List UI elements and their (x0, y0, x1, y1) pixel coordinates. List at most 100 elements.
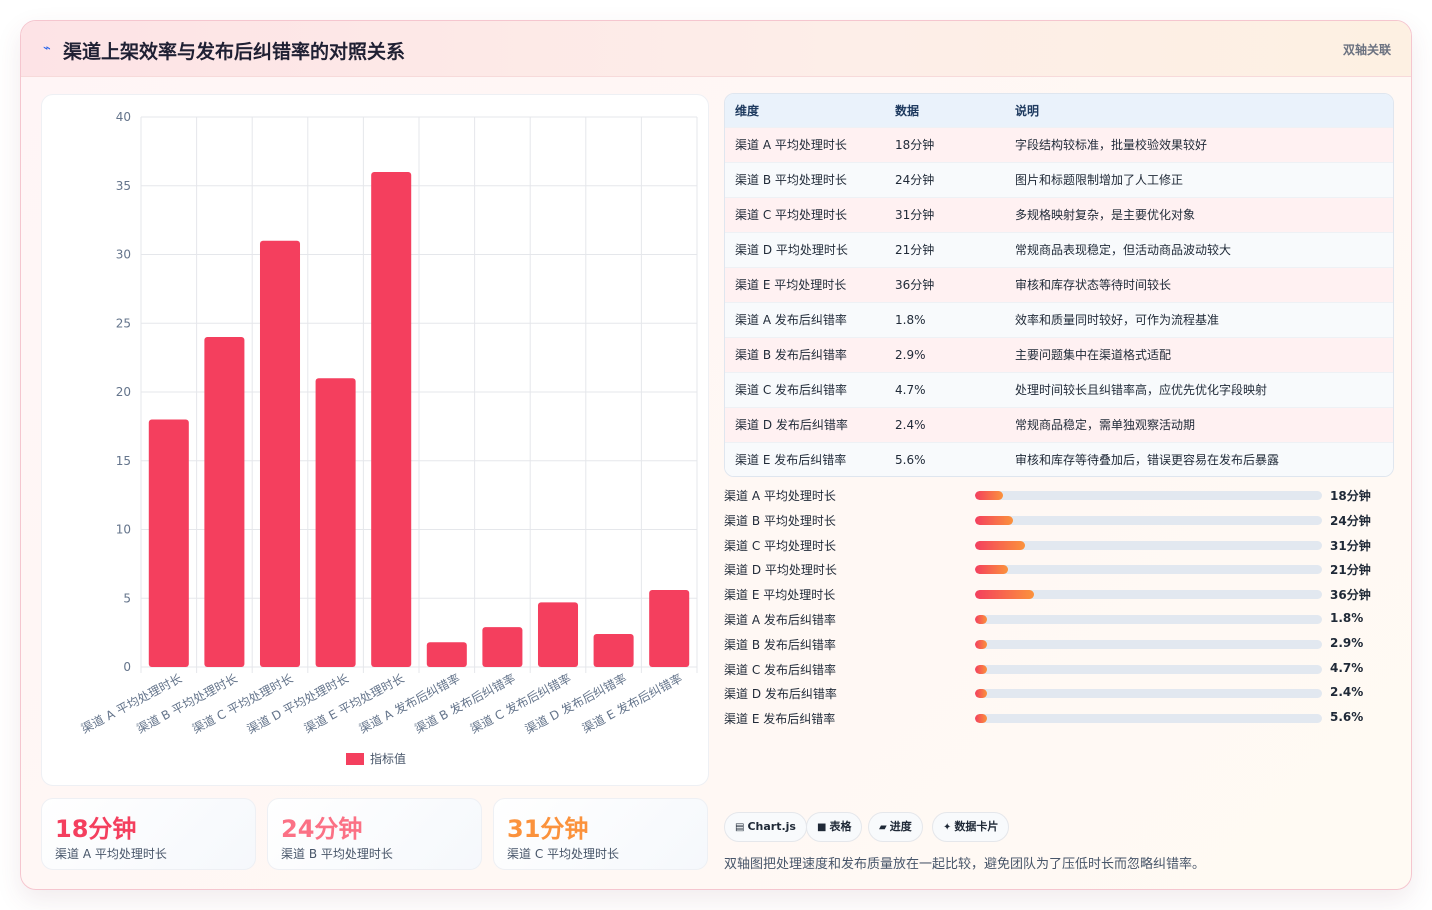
progress-icon: ▰ (879, 822, 887, 833)
table-cell-note: 效率和质量同时较好，可作为流程基准 (1015, 313, 1220, 327)
y-tick-label: 15 (116, 454, 131, 468)
progress-fill (975, 540, 1026, 550)
table-cell-dimension: 渠道 B 平均处理时长 (735, 173, 847, 187)
table-cell-note: 常规商品表现稳定，但活动商品波动较大 (1015, 243, 1232, 257)
table-cell-value: 4.7% (895, 382, 926, 397)
progress-fill (975, 615, 988, 624)
table-cell-value: 31分钟 (895, 208, 935, 222)
bar (148, 419, 189, 667)
table-cell-dimension: 渠道 A 平均处理时长 (735, 138, 847, 152)
sparkle-icon: ✦ (943, 822, 952, 833)
bar (259, 240, 301, 667)
table-cell-note: 多规格映射复杂，是主要优化对象 (1015, 208, 1196, 222)
y-tick-label: 35 (116, 179, 131, 193)
x-tick-label: 渠道 A 发布后纠错率 (356, 670, 462, 736)
progress-value: 36分钟 (1330, 588, 1371, 603)
y-tick-label: 5 (123, 591, 131, 605)
chip-data-card[interactable]: ✦ 数据卡片 (932, 812, 1010, 842)
progress-track (975, 540, 1322, 550)
x-tick-label: 渠道 A 平均处理时长 (79, 671, 184, 736)
x-tick-label: 渠道 E 发布后纠错率 (579, 670, 684, 735)
progress-label: 渠道 D 平均处理时长 (724, 563, 837, 578)
data-table: 维度 数据 说明 渠道 A 平均处理时长 18分钟 字段结构较标准，批量校验效果较好… (724, 93, 1394, 477)
progress-row: 渠道 C 发布后纠错率 4.7% (724, 658, 1394, 678)
bar-chart-panel: 0 5 10 15 20 25 30 35 40 渠道 A 平均处理时长 渠道 B 平均处理时长 渠道… (41, 94, 709, 786)
stat-card-a: 18分钟 渠道 A 平均处理时长 (41, 798, 256, 870)
table-row: 渠道 D 平均处理时长 21分钟 常规商品表现稳定，但活动商品波动较大 (725, 232, 1393, 267)
progress-value: 2.9% (1330, 635, 1364, 650)
progress-track (975, 714, 1322, 724)
progress-row: 渠道 D 发布后纠错率 2.4% (724, 682, 1394, 702)
card-header: ⌁ 渠道上架效率与发布后纠错率的对照关系 双轴关联 (21, 21, 1411, 77)
y-tick-label: 0 (123, 660, 131, 674)
table-cell-value: 1.8% (895, 312, 926, 327)
progress-fill (975, 689, 988, 699)
column-header: 说明 (1015, 103, 1040, 118)
chip-progress[interactable]: ▰ 进度 (868, 812, 923, 842)
progress-fill (975, 714, 988, 724)
table-cell-dimension: 渠道 C 发布后纠错率 (735, 383, 848, 397)
column-header: 维度 (735, 103, 760, 118)
table-cell-value: 5.6% (895, 452, 926, 467)
progress-fill (975, 664, 988, 674)
bar (537, 602, 579, 667)
table-cell-dimension: 渠道 D 平均处理时长 (735, 243, 848, 257)
stat-value: 31分钟 (507, 815, 589, 843)
progress-track (975, 639, 1322, 649)
progress-label: 渠道 C 平均处理时长 (724, 538, 837, 553)
progress-fill (975, 590, 1034, 600)
progress-row: 渠道 D 平均处理时长 21分钟 (724, 558, 1394, 578)
table-row: 渠道 B 发布后纠错率 2.9% 主要问题集中在渠道格式适配 (725, 337, 1393, 372)
progress-row: 渠道 A 发布后纠错率 1.8% (724, 608, 1394, 628)
progress-row: 渠道 B 平均处理时长 24分钟 (724, 509, 1394, 529)
table-cell-value: 2.4% (895, 417, 926, 432)
x-tick-label: 渠道 B 平均处理时长 (134, 671, 239, 736)
table-cell-note: 审核和库存等待叠加后，错误更容易在发布后暴露 (1015, 453, 1280, 468)
table-row: 渠道 C 发布后纠错率 4.7% 处理时间较长且纠错率高，应优先优化字段映射 (725, 372, 1393, 407)
progress-row: 渠道 C 平均处理时长 31分钟 (724, 534, 1394, 554)
progress-row: 渠道 E 平均处理时长 36分钟 (724, 583, 1394, 603)
progress-track (975, 590, 1322, 600)
progress-label: 渠道 C 发布后纠错率 (724, 662, 837, 677)
footnote: 双轴图把处理速度和发布质量放在一起比较，避免团队为了压低时长而忽略纠错率。 (724, 857, 1206, 872)
x-tick-label: 渠道 B 发布后纠错率 (412, 670, 518, 736)
table-cell-note: 图片和标题限制增加了人工修正 (1015, 173, 1184, 187)
table-row: 渠道 C 平均处理时长 31分钟 多规格映射复杂，是主要优化对象 (725, 197, 1393, 232)
progress-track (975, 491, 1322, 500)
progress-label: 渠道 B 平均处理时长 (724, 513, 836, 528)
chip-table[interactable]: ■ 表格 (806, 812, 863, 842)
y-tick-label: 10 (116, 523, 131, 537)
progress-label: 渠道 E 平均处理时长 (724, 588, 836, 603)
x-tick-label: 渠道 C 平均处理时长 (190, 671, 295, 736)
table-cell-note: 处理时间较长且纠错率高，应优先优化字段映射 (1015, 383, 1268, 397)
table-row: 渠道 A 发布后纠错率 1.8% 效率和质量同时较好，可作为流程基准 (725, 302, 1393, 337)
chip-chartjs[interactable]: ▤ Chart.js (724, 812, 807, 842)
bar (204, 337, 245, 667)
table-cell-dimension: 渠道 E 平均处理时长 (735, 278, 847, 292)
stat-label: 渠道 A 平均处理时长 (55, 847, 167, 861)
progress-fill (975, 565, 1008, 575)
stat-value: 18分钟 (55, 815, 137, 843)
table-cell-value: 36分钟 (895, 278, 935, 292)
progress-label: 渠道 E 发布后纠错率 (724, 712, 836, 727)
progress-list: 渠道 A 平均处理时长 18分钟 渠道 B 平均处理时长 24分钟 渠道 C 平均处理时… (724, 484, 1394, 734)
y-tick-label: 30 (116, 248, 131, 262)
x-tick-label: 渠道 D 发布后纠错率 (522, 670, 629, 736)
stat-label: 渠道 B 平均处理时长 (281, 847, 393, 861)
dual-axis-tag: 双轴关联 (1342, 43, 1391, 57)
chip-label: Chart.js (747, 820, 796, 833)
y-tick-label: 20 (116, 385, 131, 399)
progress-label: 渠道 B 发布后纠错率 (724, 637, 836, 652)
y-tick-label: 25 (116, 316, 131, 330)
report-card: ⌁ 渠道上架效率与发布后纠错率的对照关系 双轴关联 0 5 10 15 20 25 30 35… (20, 20, 1412, 890)
table-cell-dimension: 渠道 E 发布后纠错率 (735, 453, 847, 468)
table-icon: ■ (817, 822, 827, 833)
progress-value: 31分钟 (1330, 538, 1371, 553)
table-row: 渠道 E 发布后纠错率 5.6% 审核和库存等待叠加后，错误更容易在发布后暴露 (725, 442, 1393, 476)
stat-label: 渠道 C 平均处理时长 (507, 847, 620, 861)
table-cell-note: 审核和库存状态等待时间较长 (1015, 278, 1172, 292)
table-cell-value: 21分钟 (895, 243, 935, 257)
bar (593, 634, 634, 667)
legend-swatch (346, 753, 364, 765)
